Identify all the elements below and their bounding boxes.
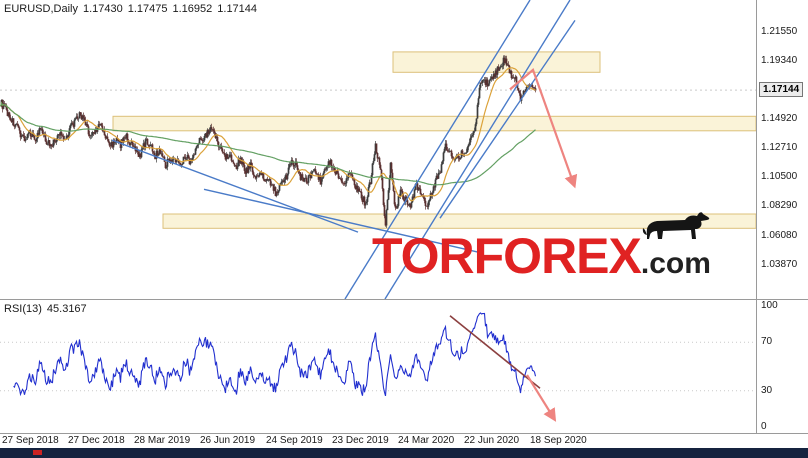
trendline[interactable] (344, 0, 531, 299)
watermark-suffix: .com (640, 247, 711, 280)
rsi-axis-label: 0 (761, 421, 767, 432)
trendline[interactable] (203, 188, 481, 254)
price-axis-label: 1.19340 (761, 55, 798, 66)
trendline[interactable] (384, 0, 571, 299)
price-axis[interactable]: 1.17144 1.21550 1.19340 1.14920 1.12710 1.10… (758, 0, 808, 299)
watermark-brand-right: FOREX (473, 228, 642, 284)
quote-high: 1.17475 (127, 3, 168, 15)
candles-down-wicks (2, 55, 536, 227)
time-axis-label: 27 Sep 2018 (2, 435, 59, 446)
price-axis-label: 1.10500 (761, 171, 798, 182)
time-axis-label: 24 Sep 2019 (266, 435, 323, 446)
price-axis-label: 1.21550 (761, 26, 798, 37)
price-axis-label: 1.06080 (761, 230, 798, 241)
candles-up-bodies (0, 57, 532, 226)
price-axis-label: 1.14920 (761, 113, 798, 124)
time-axis-label: 18 Sep 2020 (530, 435, 587, 446)
current-price-tag: 1.17144 (759, 82, 804, 97)
pane-divider[interactable] (0, 299, 808, 300)
rsi-axis-label: 100 (761, 300, 778, 311)
time-axis[interactable]: 27 Sep 2018 27 Dec 2018 28 Mar 2019 26 Jun … (0, 434, 808, 448)
main-price-pane[interactable]: EURUSD,Daily 1.17430 1.17475 1.16952 1.17144… (0, 0, 756, 299)
symbol-period-label: EURUSD,Daily (4, 3, 78, 15)
bull-icon (642, 212, 710, 239)
price-axis-divider (756, 0, 757, 433)
rsi-axis-label: 30 (761, 385, 773, 396)
timeline-bar[interactable] (0, 448, 808, 458)
time-axis-label: 23 Dec 2019 (332, 435, 389, 446)
rsi-axis[interactable]: 100 70 30 0 (758, 300, 808, 433)
price-axis-label: 1.03870 (761, 259, 798, 270)
trendline[interactable] (111, 139, 359, 233)
rsi-line (13, 312, 537, 397)
time-axis-label: 28 Mar 2019 (134, 435, 191, 446)
torforex-watermark: TORFOREX.com (372, 212, 711, 284)
time-axis-label: 24 Mar 2020 (398, 435, 455, 446)
price-axis-label: 1.08290 (761, 200, 798, 211)
axis-divider (0, 433, 808, 434)
sr-zone[interactable] (112, 115, 756, 132)
rsi-indicator-name: RSI(13) (4, 303, 42, 315)
forecast-arrow[interactable] (509, 68, 578, 189)
rsi-axis-label: 70 (761, 336, 773, 347)
price-axis-label: 1.12710 (761, 142, 798, 153)
watermark-brand-left: TOR (372, 228, 475, 284)
rsi-label: RSI(13) 45.3167 (4, 303, 92, 315)
rsi-plot[interactable] (0, 300, 756, 433)
time-axis-label: 22 Jun 2020 (464, 435, 520, 446)
moving-average-slow (0, 101, 536, 186)
chart-title: EURUSD,Daily 1.17430 1.17475 1.16952 1.17144 (4, 3, 262, 15)
candles-down-bodies (1, 57, 537, 226)
timeline-position-marker[interactable] (33, 450, 42, 455)
time-axis-label: 26 Jun 2019 (200, 435, 256, 446)
trendline[interactable] (439, 20, 576, 219)
rsi-forecast-arrow[interactable] (526, 374, 557, 422)
time-axis-label: 27 Dec 2018 (68, 435, 125, 446)
price-chart-plot[interactable] (0, 0, 756, 299)
quote-open: 1.17430 (82, 3, 123, 15)
sr-zone[interactable] (162, 213, 756, 229)
rsi-indicator-pane[interactable]: RSI(13) 45.3167 (0, 300, 756, 433)
quote-low: 1.16952 (172, 3, 213, 15)
rsi-trendline[interactable] (449, 315, 541, 389)
moving-average-fast (0, 67, 536, 202)
quote-close: 1.17144 (217, 3, 258, 15)
rsi-indicator-value: 45.3167 (46, 303, 87, 315)
